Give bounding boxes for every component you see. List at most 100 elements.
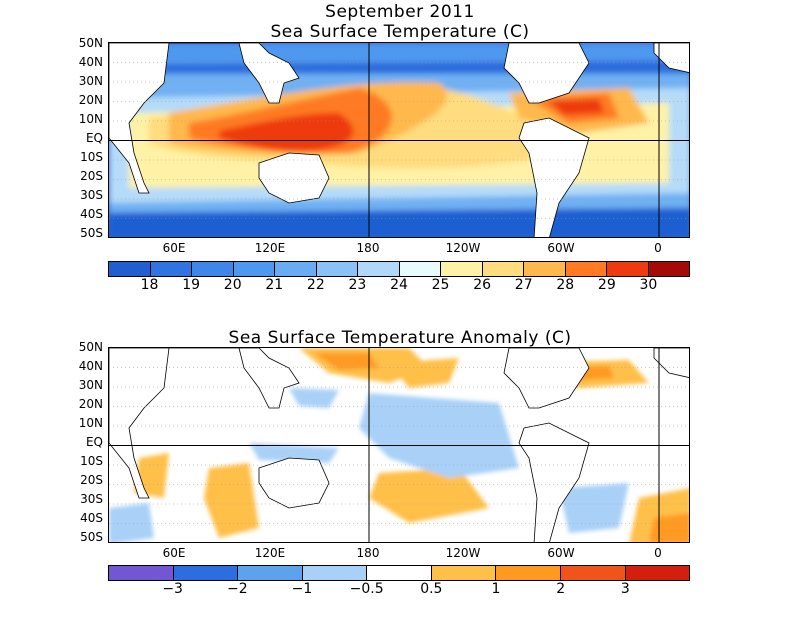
lon-label: 120E: [254, 546, 286, 560]
lon-label: 60W: [547, 241, 575, 255]
colorbar-tick-label: −2: [227, 581, 248, 597]
lat-label: 20N: [78, 93, 103, 107]
colorbar-swatch: [496, 566, 561, 580]
colorbar-swatch: [399, 262, 441, 276]
lat-label: 40N: [78, 359, 103, 373]
colorbar-tick-label: 23: [348, 277, 367, 293]
colorbar-swatch: [192, 262, 234, 276]
lon-label: 120E: [254, 241, 286, 255]
south-america-land: [518, 117, 590, 237]
lat-label: 30S: [80, 492, 103, 506]
colorbar-tick-label: 29: [597, 277, 616, 293]
landmass-group: [109, 43, 689, 237]
lat-label: 50S: [80, 226, 103, 240]
lat-label: 40S: [80, 207, 103, 221]
colorbar-swatch: [482, 262, 524, 276]
lat-label: EQ: [85, 435, 103, 449]
colorbar-swatch: [560, 566, 626, 580]
lon-label: 0: [654, 241, 662, 255]
lat-label: 20S: [80, 169, 103, 183]
lon-label: 120W: [445, 241, 481, 255]
colorbar-swatch: [367, 566, 432, 580]
colorbar-swatch: [625, 566, 690, 580]
lon-label: 180: [356, 241, 380, 255]
colorbar-swatch: [109, 566, 174, 580]
landmass-group: [109, 348, 689, 542]
sst-field: [109, 43, 689, 237]
colorbar-swatch: [358, 262, 400, 276]
colorbar-tick-label: 26: [473, 277, 492, 293]
lat-label: 50N: [78, 340, 103, 354]
colorbar-tick-label: 2: [556, 581, 566, 597]
australia-land: [258, 457, 330, 509]
lat-gridlines: [109, 367, 689, 524]
colorbar-swatch: [150, 262, 192, 276]
colorbar-swatch: [441, 262, 483, 276]
lat-label: 10N: [78, 112, 103, 126]
colorbar-tick-label: 0.5: [420, 581, 443, 597]
colorbar-swatch: [302, 566, 368, 580]
sst-panel-title: Sea Surface Temperature (C): [270, 22, 530, 42]
lat-label: 50N: [78, 36, 103, 50]
asia-land: [169, 348, 300, 409]
colorbar-tick-label: 1: [491, 581, 501, 597]
lat-label: 10S: [80, 150, 103, 164]
colorbar-swatch: [524, 262, 566, 276]
lat-label: 40S: [80, 511, 103, 525]
colorbar-swatch: [648, 262, 689, 276]
anomaly-colorbar: [108, 565, 690, 581]
colorbar-swatch: [109, 262, 151, 276]
lat-label: 30N: [78, 378, 103, 392]
colorbar-tick-label: −1: [291, 581, 313, 597]
lat-label: 10N: [78, 416, 103, 430]
colorbar-tick-label: 25: [431, 277, 450, 293]
lat-gridlines: [109, 62, 689, 219]
lon-label: 60W: [547, 546, 575, 560]
anomaly-field: [109, 348, 689, 542]
europe-land: [653, 348, 689, 378]
sst-colorbar: [108, 261, 690, 277]
africa-land: [109, 348, 170, 499]
colorbar-swatch: [275, 262, 317, 276]
lat-label: 50S: [80, 530, 103, 544]
lat-label: 30N: [78, 74, 103, 88]
asia-land: [169, 43, 300, 104]
lon-label: 60E: [162, 241, 186, 255]
africa-land: [109, 43, 170, 194]
colorbar-tick-label: 19: [182, 277, 201, 293]
lat-label: 20N: [78, 397, 103, 411]
colorbar-swatch: [238, 566, 303, 580]
colorbar-tick-label: −3: [162, 581, 183, 597]
anomaly-panel-title: Sea Surface Temperature Anomaly (C): [228, 328, 572, 348]
lat-label: 20S: [80, 473, 103, 487]
europe-land: [653, 43, 689, 73]
colorbar-swatch: [565, 262, 607, 276]
colorbar-swatch: [233, 262, 275, 276]
colorbar-tick-label: 3: [620, 581, 630, 597]
lon-label: 60E: [162, 546, 186, 560]
colorbar-tick-label: 28: [556, 277, 575, 293]
lat-label: 40N: [78, 55, 103, 69]
lon-label: 120W: [445, 546, 481, 560]
australia-land: [258, 152, 330, 204]
colorbar-tick-label: 27: [514, 277, 533, 293]
south-america-land: [518, 422, 590, 542]
lat-label: 30S: [80, 188, 103, 202]
lat-label: EQ: [85, 131, 103, 145]
lat-label: 10S: [80, 454, 103, 468]
colorbar-tick-label: −0.5: [349, 581, 384, 597]
colorbar-tick-label: 30: [639, 277, 658, 293]
colorbar-tick-label: 22: [306, 277, 325, 293]
anomaly-map: [108, 347, 690, 543]
lon-label: 0: [654, 546, 662, 560]
north-america-land: [503, 348, 590, 409]
lon-label: 180: [356, 546, 380, 560]
colorbar-tick-label: 20: [223, 277, 242, 293]
colorbar-tick-label: 21: [265, 277, 284, 293]
north-america-land: [503, 43, 590, 104]
colorbar-tick-label: 24: [390, 277, 408, 293]
colorbar-tick-label: 18: [140, 277, 159, 293]
map-title: September 2011: [325, 2, 475, 22]
colorbar-swatch: [431, 566, 497, 580]
colorbar-swatch: [316, 262, 358, 276]
